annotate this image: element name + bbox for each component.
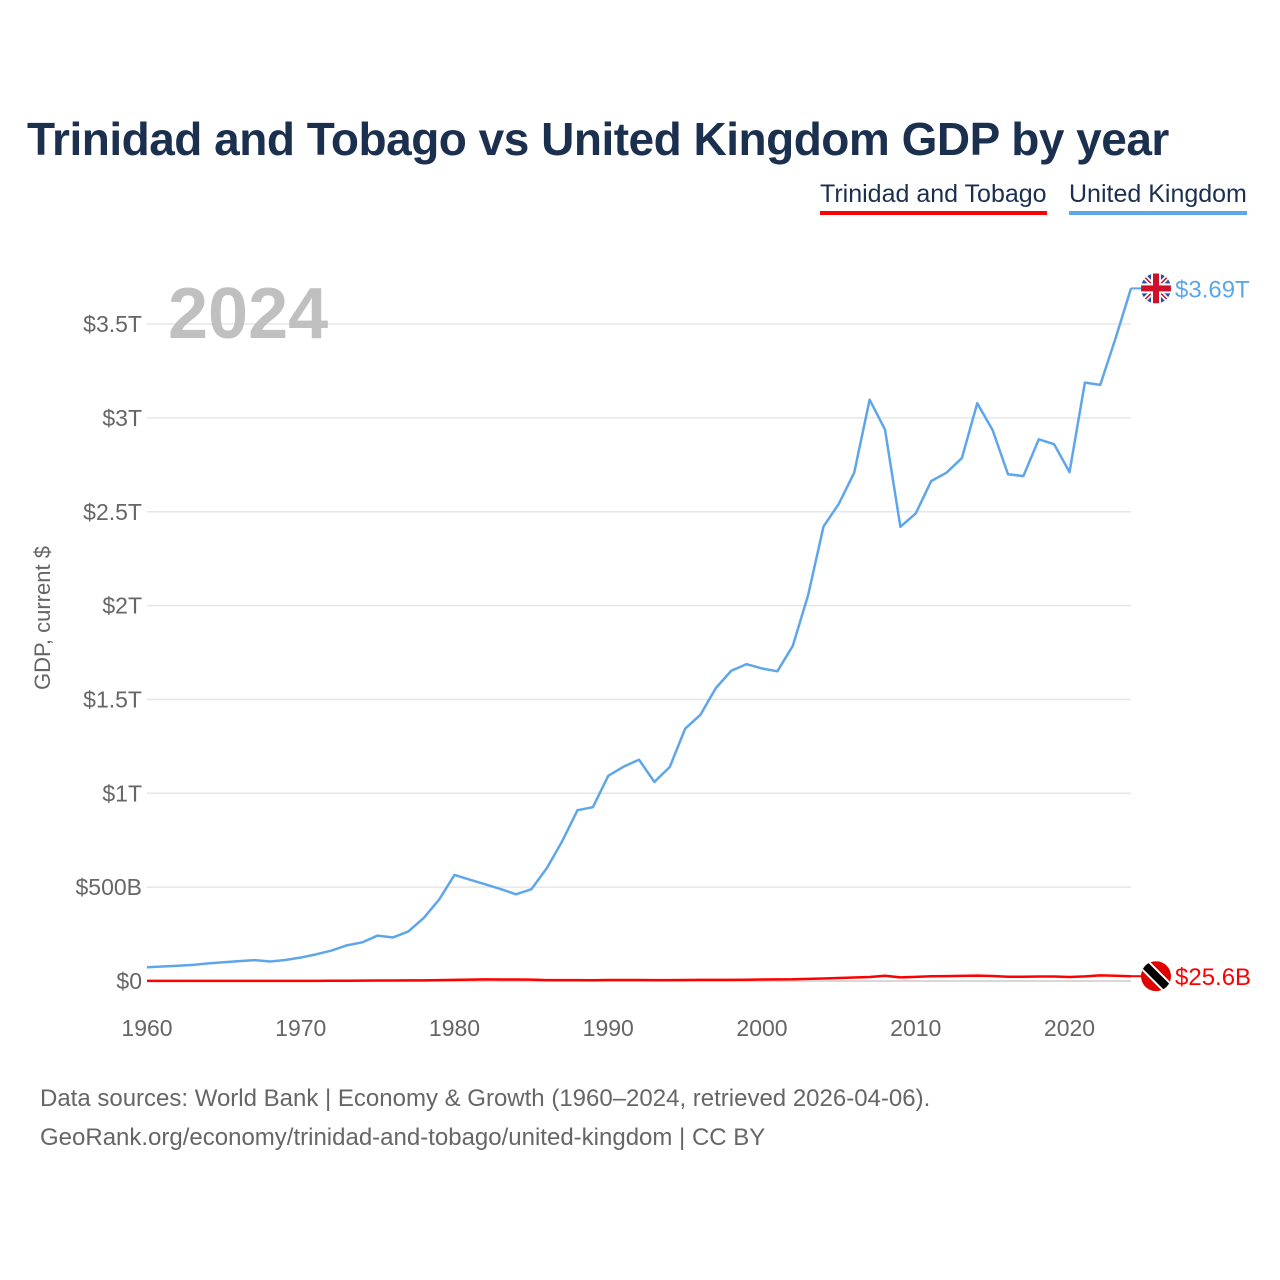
- end-value-label: $25.6B: [1175, 964, 1251, 991]
- y-axis-label: GDP, current $: [30, 546, 55, 690]
- y-tick-label: $2.5T: [83, 499, 142, 525]
- y-tick-label: $0: [116, 968, 142, 994]
- footer-sources: Data sources: World Bank | Economy & Gro…: [40, 1085, 931, 1112]
- uk-flag-icon: [1141, 273, 1171, 304]
- year-watermark: 2024: [168, 274, 328, 354]
- series-line-trinidad-and-tobago: [147, 974, 1132, 983]
- chart-title: Trinidad and Tobago vs United Kingdom GD…: [27, 113, 1169, 165]
- y-tick-label: $1T: [102, 780, 142, 806]
- x-axis-ticks: 1960 1970 1980 1990 2000 2010 2020: [121, 1015, 1095, 1041]
- legend-item-trinidad-and-tobago[interactable]: Trinidad and Tobago: [820, 180, 1047, 215]
- series-line-united-kingdom: [146, 288, 1133, 969]
- y-tick-label: $2T: [102, 593, 142, 619]
- y-tick-label: $3T: [102, 405, 142, 431]
- x-tick-label: 2010: [890, 1015, 941, 1041]
- legend-item-united-kingdom[interactable]: United Kingdom: [1069, 180, 1247, 215]
- x-tick-label: 1960: [121, 1015, 172, 1041]
- x-tick-label: 2020: [1044, 1015, 1095, 1041]
- trinidad-flag-icon: [1141, 961, 1171, 992]
- x-tick-label: 1970: [275, 1015, 326, 1041]
- footer-attribution[interactable]: GeoRank.org/economy/trinidad-and-tobago/…: [40, 1124, 766, 1151]
- y-tick-label: $3.5T: [83, 311, 142, 337]
- series-lines: [146, 288, 1133, 983]
- x-tick-label: 1980: [429, 1015, 480, 1041]
- end-labels: $25.6B $3.69T: [1131, 273, 1251, 992]
- gridlines: [147, 323, 1131, 982]
- x-tick-label: 2000: [736, 1015, 787, 1041]
- y-tick-label: $1.5T: [83, 686, 142, 712]
- y-axis-ticks: $0 $500B $1T $1.5T $2T $2.5T $3T $3.5T: [75, 311, 142, 994]
- end-value-label: $3.69T: [1175, 276, 1250, 303]
- y-tick-label: $500B: [75, 874, 142, 900]
- x-tick-label: 1990: [583, 1015, 634, 1041]
